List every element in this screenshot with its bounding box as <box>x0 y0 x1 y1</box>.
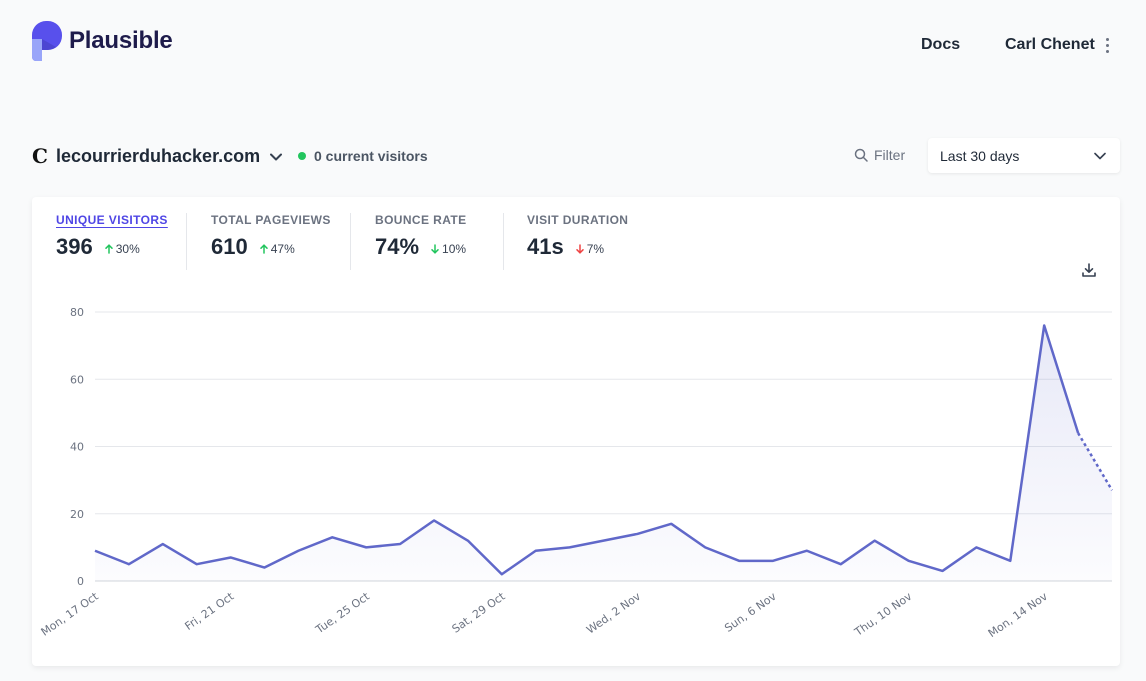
y-tick-label: 20 <box>70 508 84 521</box>
search-icon <box>854 148 868 162</box>
current-visitors[interactable]: 0 current visitors <box>298 148 428 164</box>
metric-value: 41s <box>527 234 564 259</box>
period-select[interactable]: Last 30 days <box>928 138 1120 173</box>
site-favicon: C <box>32 144 48 168</box>
site-switcher[interactable]: C lecourrierduhacker.com <box>32 140 283 172</box>
arrow-down-icon <box>575 244 584 254</box>
x-tick-label: Mon, 17 Oct <box>39 589 102 638</box>
metric-value: 74% <box>375 234 420 259</box>
visitors-chart: 0 20 40 60 80 Mon, 17 Oct Fri, 21 Oct Tue, 25 O… <box>39 306 1114 641</box>
live-dot-icon <box>298 152 306 160</box>
plausible-logo-icon <box>32 21 62 61</box>
metric-divider <box>186 213 187 270</box>
filter-label: Filter <box>874 147 906 163</box>
metric-divider <box>350 213 351 270</box>
metric-change-value: 7% <box>586 242 605 256</box>
chevron-down-icon <box>1094 152 1106 159</box>
site-domain: lecourrierduhacker.com <box>56 145 261 166</box>
stats-card: UNIQUE VISITORS 396 30% TOTAL PAGEVIEWS … <box>32 197 1120 666</box>
chevron-down-icon <box>270 153 283 161</box>
metric-bounce-rate[interactable]: BOUNCE RATE 74% 10% <box>375 213 467 269</box>
x-tick-label: Thu, 10 Nov <box>851 590 914 640</box>
metric-change: 7% <box>575 242 605 256</box>
metric-total-pageviews[interactable]: TOTAL PAGEVIEWS 610 47% <box>211 213 331 269</box>
user-name: Carl Chenet <box>1005 36 1095 53</box>
x-tick-label: Wed, 2 Nov <box>584 590 643 637</box>
metric-divider <box>503 213 504 270</box>
metric-visit-duration[interactable]: VISIT DURATION 41s 7% <box>527 213 628 269</box>
filter-button[interactable]: Filter <box>854 147 905 163</box>
arrow-up-icon <box>104 244 113 254</box>
metric-change: 47% <box>259 242 295 256</box>
arrow-up-icon <box>259 244 268 254</box>
y-tick-label: 60 <box>70 373 84 386</box>
y-tick-label: 0 <box>77 575 84 588</box>
metric-change: 30% <box>104 242 140 256</box>
metric-unique-visitors[interactable]: UNIQUE VISITORS 396 30% <box>56 213 168 269</box>
plausible-logo[interactable]: Plausible <box>32 21 173 61</box>
metric-change: 10% <box>431 242 466 256</box>
brand-name: Plausible <box>69 27 173 54</box>
period-label: Last 30 days <box>940 147 1020 164</box>
series-line <box>94 324 1080 576</box>
metric-change-value: 30% <box>115 242 140 256</box>
x-tick-label: Sun, 6 Nov <box>722 590 779 635</box>
y-tick-label: 40 <box>70 441 84 454</box>
x-tick-label: Sat, 29 Oct <box>450 589 508 635</box>
metric-label: UNIQUE VISITORS <box>56 213 168 227</box>
metric-change-value: 47% <box>270 242 295 256</box>
download-icon[interactable] <box>1081 262 1097 278</box>
user-menu[interactable]: Carl Chenet <box>1005 36 1111 54</box>
x-tick-label: Fri, 21 Oct <box>182 589 236 633</box>
docs-link[interactable]: Docs <box>921 36 961 53</box>
kebab-menu-icon <box>1105 37 1111 53</box>
metric-label: BOUNCE RATE <box>375 213 467 227</box>
metric-change-value: 10% <box>442 242 467 256</box>
series-line-incomplete <box>1077 432 1114 491</box>
metric-value: 610 <box>211 234 248 259</box>
arrow-down-icon <box>431 244 439 254</box>
metric-label: VISIT DURATION <box>527 213 629 227</box>
current-visitors-label: 0 current visitors <box>314 148 428 164</box>
x-tick-label: Tue, 25 Oct <box>313 589 373 636</box>
metric-label: TOTAL PAGEVIEWS <box>211 213 331 227</box>
x-tick-label: Mon, 14 Nov <box>986 590 1051 641</box>
area-fill <box>95 325 1112 581</box>
y-tick-label: 80 <box>70 306 84 319</box>
metric-value: 396 <box>56 234 93 259</box>
